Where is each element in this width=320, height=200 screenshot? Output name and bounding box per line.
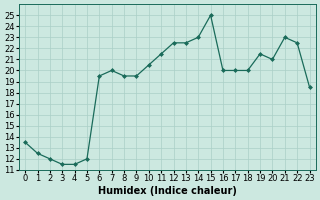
X-axis label: Humidex (Indice chaleur): Humidex (Indice chaleur) xyxy=(98,186,237,196)
